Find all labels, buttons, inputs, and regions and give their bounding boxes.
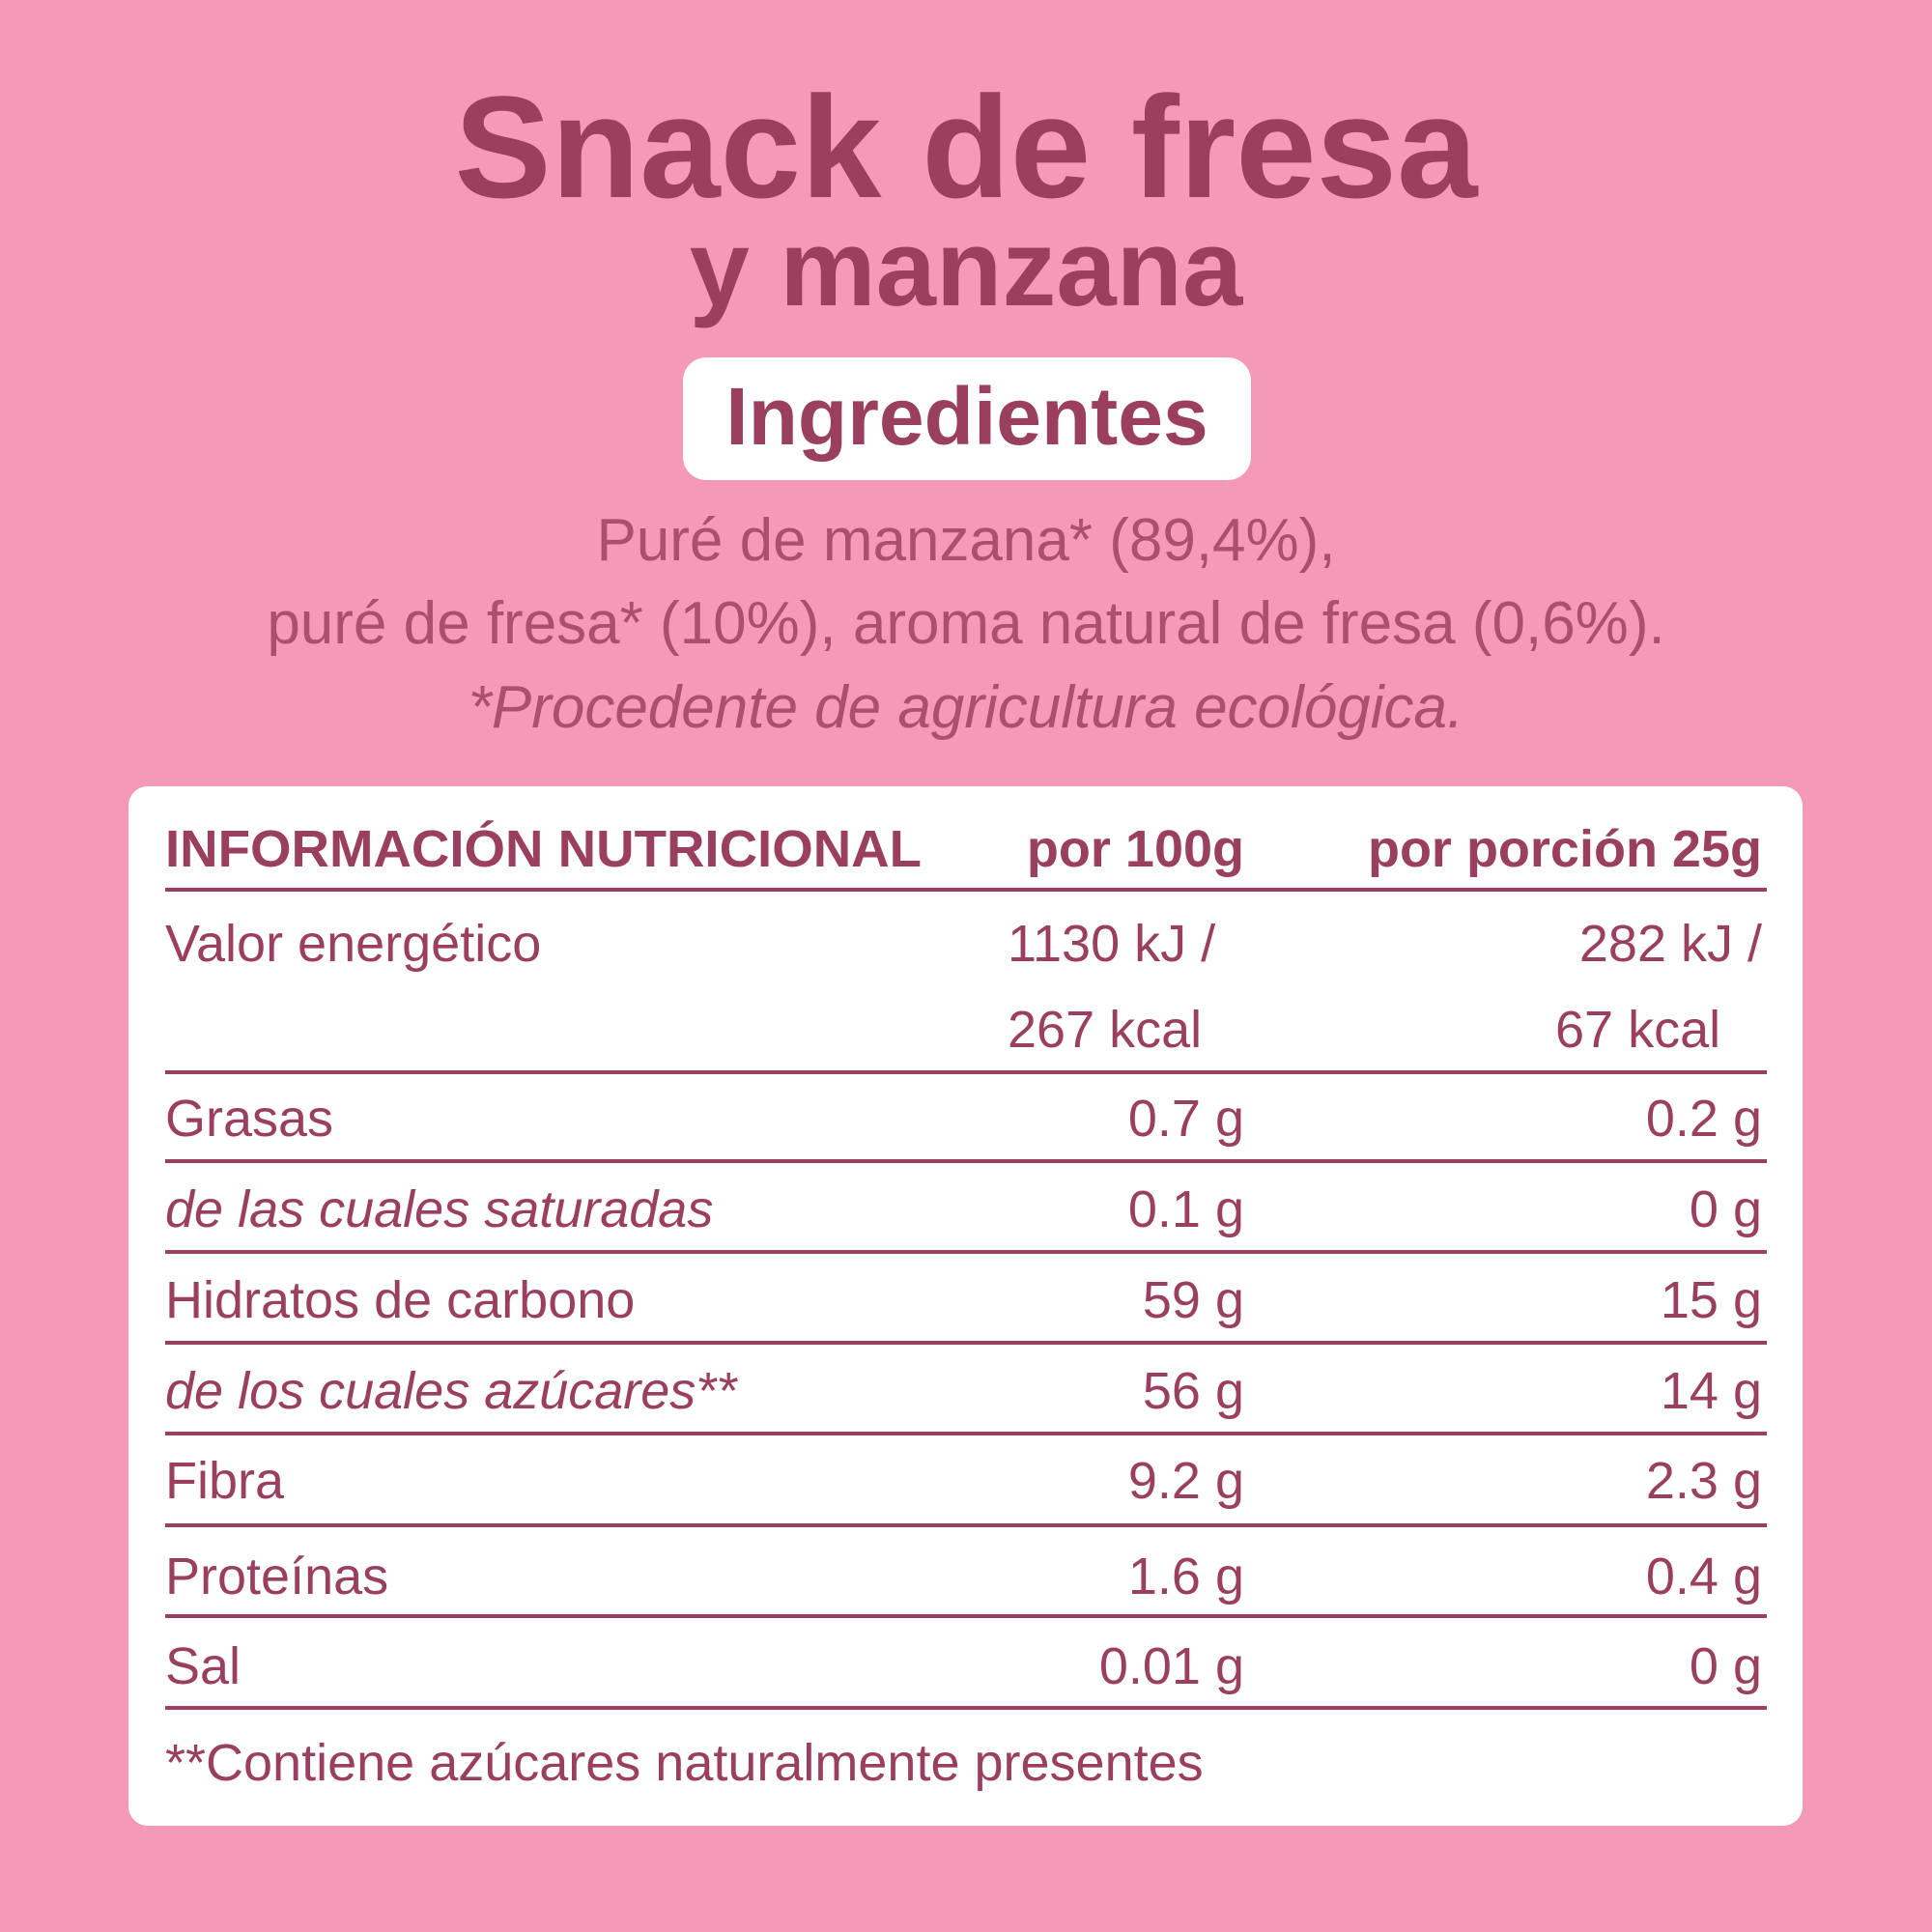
cell-value: 59 g: [1143, 1271, 1244, 1329]
ingredients-heading: Ingredientes: [725, 371, 1208, 462]
cell-value: 0.1 g: [1128, 1180, 1244, 1238]
subtitle: y manzana: [690, 208, 1243, 328]
cell-value: 0.7 g: [1128, 1090, 1244, 1148]
cell-value: 0 g: [1690, 1637, 1762, 1695]
cell-value: 0 g: [1690, 1180, 1762, 1238]
ingredients-line: Puré de manzana* (89,4%),: [596, 507, 1335, 574]
row-label: de las cuales saturadas: [165, 1180, 713, 1238]
header-col: por 100g: [1027, 820, 1244, 878]
header-col: por porción 25g: [1368, 820, 1762, 878]
ingredients-line: puré de fresa* (10%), aroma natural de f…: [267, 590, 1664, 657]
cell-value: 282 kJ /: [1579, 915, 1762, 973]
cell-value: 0.4 g: [1646, 1548, 1762, 1605]
row-label: Sal: [165, 1637, 241, 1695]
header-label: INFORMACIÓN NUTRICIONAL: [165, 820, 922, 878]
cell-value: 2.3 g: [1646, 1452, 1762, 1510]
cell-value: 1130 kJ /: [1008, 915, 1215, 973]
cell-value: 0.01 g: [1099, 1637, 1244, 1695]
row-label: Grasas: [165, 1090, 333, 1148]
cell-value: 14 g: [1661, 1362, 1762, 1420]
row-label: de los cuales azúcares**: [165, 1362, 738, 1420]
heading-pill: [683, 357, 1251, 480]
cell-value: 267 kcal: [1008, 1001, 1202, 1059]
nutrition-table: INFORMACIÓN NUTRICIONAL por 100g por porci…: [165, 820, 1767, 1792]
row-label: Fibra: [165, 1452, 285, 1510]
row-label: Proteínas: [165, 1548, 388, 1605]
ingredients-note: *Procedente de agricultura ecológica.: [469, 674, 1464, 741]
cell-value: 0.2 g: [1646, 1090, 1762, 1148]
cell-value: 67 kcal: [1555, 1001, 1720, 1059]
table-card: [128, 786, 1803, 1826]
title: Snack de fresa: [455, 66, 1480, 228]
row-label: Hidratos de carbono: [165, 1271, 635, 1329]
row-label: Valor energético: [165, 915, 541, 973]
cell-value: 56 g: [1143, 1362, 1244, 1420]
cell-value: 15 g: [1661, 1271, 1762, 1329]
cell-value: 9.2 g: [1128, 1452, 1244, 1510]
cell-value: 1.6 g: [1128, 1548, 1244, 1605]
footnote: **Contiene azúcares naturalmente present…: [165, 1734, 1204, 1792]
